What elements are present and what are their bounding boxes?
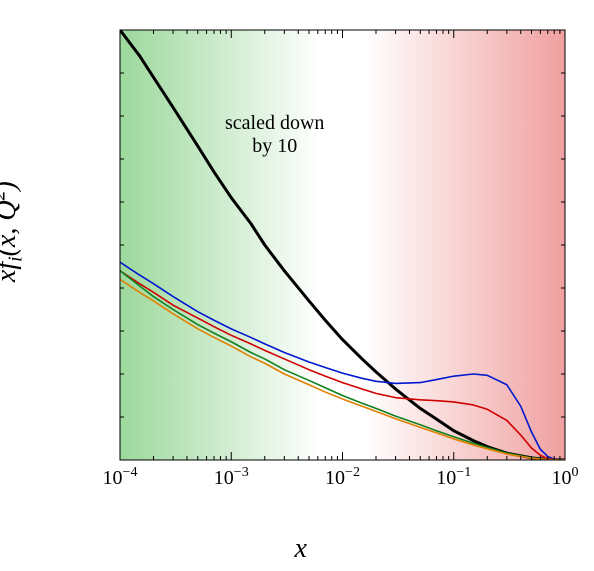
x-axis-label: x (295, 533, 307, 565)
xtick-label: 10−2 (325, 465, 360, 489)
y-axis-label: xfi(x, Q2) (0, 181, 27, 282)
pdf-chart: 10−4 10−3 10−2 10−1 100 xfi(x, Q2) x scaled … (0, 0, 594, 571)
xtick-label: 10−1 (436, 465, 471, 489)
annotation-line2: by 10 (252, 135, 297, 157)
xtick-label: 10−3 (214, 465, 249, 489)
scale-annotation: scaled down by 10 (225, 112, 324, 158)
xtick-label: 10−4 (103, 465, 138, 489)
chart-svg: 10−4 10−3 10−2 10−1 100 (0, 0, 594, 571)
xtick-label: 100 (552, 465, 579, 489)
annotation-line1: scaled down (225, 112, 324, 134)
